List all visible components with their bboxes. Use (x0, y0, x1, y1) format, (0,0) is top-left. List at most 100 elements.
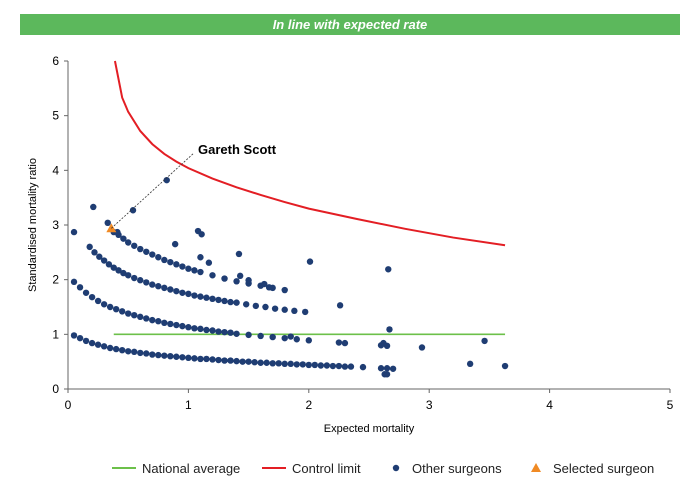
other-surgeon-point (301, 308, 309, 316)
other-surgeon-point (197, 268, 204, 276)
other-surgeon-point (94, 341, 102, 348)
other-surgeon-point (209, 327, 216, 334)
annotation: Gareth Scott (111, 142, 277, 229)
other-surgeon-point (115, 267, 122, 274)
other-surgeon-point (112, 345, 120, 353)
other-surgeon-point (167, 320, 174, 328)
other-surgeon-point (239, 358, 246, 365)
other-surgeon-point (143, 248, 150, 255)
other-surgeon-point (179, 322, 186, 330)
x-tick-label: 4 (546, 398, 553, 412)
other-surgeon-point (137, 245, 144, 253)
other-surgeon-point (149, 316, 156, 324)
x-tick-label: 3 (426, 398, 433, 412)
other-surgeon-point (114, 228, 121, 236)
other-surgeon-point (221, 357, 228, 364)
x-axis-label: Expected mortality (324, 423, 415, 435)
y-tick-label: 0 (52, 382, 59, 396)
other-surgeon-point (70, 278, 78, 286)
other-surgeon-point (197, 293, 204, 300)
other-surgeon-point (149, 251, 156, 258)
other-surgeon-point (131, 242, 138, 249)
other-surgeon-point (245, 331, 252, 339)
y-tick-label: 6 (52, 54, 59, 68)
other-surgeon-point (131, 274, 138, 282)
series-layer (70, 60, 509, 378)
other-surgeon-point (287, 360, 294, 368)
other-surgeon-point (335, 362, 343, 370)
legend-item: National average (112, 461, 240, 476)
other-surgeon-point (252, 302, 260, 310)
other-surgeon-point (245, 358, 252, 365)
other-surgeon-point (336, 302, 344, 309)
other-surgeons-points (70, 176, 509, 378)
other-surgeon-point (481, 337, 488, 345)
other-surgeon-point (90, 203, 97, 211)
other-surgeon-point (385, 266, 392, 273)
other-surgeon-point (306, 258, 314, 265)
other-surgeon-point (293, 336, 300, 343)
other-surgeon-point (341, 363, 349, 370)
other-surgeon-point (125, 348, 132, 355)
legend-label: National average (142, 461, 240, 476)
other-surgeon-point (389, 365, 397, 372)
other-surgeon-point (347, 363, 355, 370)
other-surgeon-point (185, 354, 192, 362)
other-surgeon-point (171, 240, 179, 248)
other-surgeon-point (86, 243, 93, 251)
other-surgeon-point (275, 360, 282, 367)
legend-item: Other surgeons (392, 461, 502, 476)
other-surgeon-point (233, 330, 240, 337)
other-surgeon-point (269, 360, 276, 367)
other-surgeon-point (106, 344, 114, 352)
y-tick-label: 3 (52, 218, 59, 232)
other-surgeon-point (197, 254, 204, 261)
other-surgeon-point (305, 361, 312, 369)
legend: National average Control limit Other surge… (112, 461, 654, 476)
other-surgeon-point (221, 297, 228, 305)
other-surgeon-point (203, 326, 210, 334)
other-surgeon-point (236, 272, 244, 280)
other-surgeon-point (311, 361, 319, 369)
other-surgeon-point (96, 253, 103, 260)
other-surgeon-point (227, 357, 234, 364)
legend-item: Selected surgeon (531, 461, 654, 476)
other-surgeon-point (269, 333, 276, 341)
other-surgeon-point (76, 284, 84, 291)
other-surgeon-point (82, 289, 90, 296)
y-tick-label: 2 (52, 273, 59, 287)
other-surgeon-point (257, 332, 264, 340)
other-surgeon-point (198, 231, 205, 238)
other-surgeon-point (191, 325, 198, 332)
other-surgeon-point (149, 281, 156, 288)
other-surgeon-point (501, 362, 509, 370)
other-surgeon-point (105, 261, 113, 268)
legend-label: Other surgeons (412, 461, 502, 476)
legend-swatch (392, 464, 400, 472)
other-surgeon-point (155, 351, 162, 359)
other-surgeon-point (149, 351, 156, 358)
other-surgeon-point (380, 339, 387, 347)
other-surgeon-point (161, 256, 168, 264)
other-surgeon-point (293, 361, 300, 368)
other-surgeon-point (70, 228, 78, 236)
other-surgeon-point (386, 326, 393, 333)
other-surgeon-point (143, 279, 150, 286)
other-surgeon-point (94, 297, 102, 305)
other-surgeon-point (281, 360, 288, 368)
other-surgeon-point (383, 371, 391, 378)
other-surgeon-point (281, 306, 288, 313)
other-surgeon-point (191, 292, 198, 299)
annotation-leader-line (111, 152, 195, 229)
other-surgeon-point (82, 337, 90, 345)
other-surgeon-point (377, 365, 385, 372)
other-surgeon-point (120, 269, 127, 277)
y-tick-label: 4 (52, 163, 59, 177)
other-surgeon-point (227, 298, 234, 306)
other-surgeon-point (167, 258, 174, 266)
other-surgeon-point (203, 294, 210, 301)
other-surgeon-point (125, 239, 132, 246)
other-surgeon-point (163, 176, 170, 184)
other-surgeon-point (137, 313, 144, 321)
